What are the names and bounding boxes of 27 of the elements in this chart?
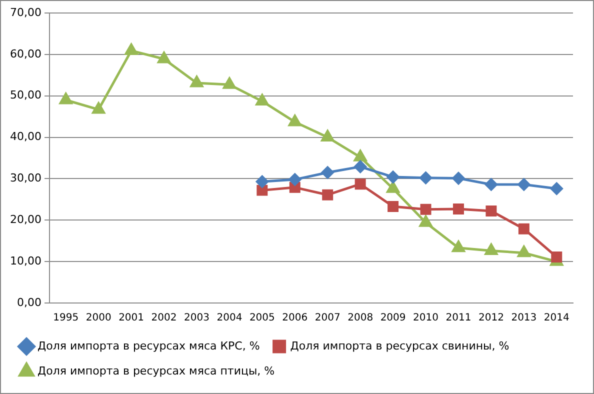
- x-tick-label: 2001: [118, 312, 144, 324]
- x-tick-label: 2009: [380, 312, 406, 324]
- x-tick-label: 2008: [348, 312, 374, 324]
- x-tick-label: 1995: [53, 312, 79, 324]
- x-tick-label: 2013: [511, 312, 537, 324]
- x-tick-label: 2004: [216, 312, 242, 324]
- x-tick-label: 2002: [151, 312, 177, 324]
- legend-label: Доля импорта в ресурсах свинины, %: [290, 339, 510, 352]
- y-tick-label: 10,00: [10, 254, 42, 268]
- x-tick-label: 2003: [184, 312, 210, 324]
- legend-label: Доля импорта в ресурсах мяса КРС, %: [38, 339, 260, 352]
- y-tick-label: 20,00: [10, 213, 42, 226]
- y-tick-label: 40,00: [10, 130, 42, 144]
- x-tick-label: 2010: [413, 312, 438, 324]
- y-tick-label: 60,00: [10, 47, 42, 60]
- x-tick-label: 2005: [249, 312, 275, 324]
- x-tick-label: 2006: [282, 312, 308, 324]
- y-tick-label: 0,00: [16, 296, 42, 309]
- y-tick-label: 50,00: [10, 88, 42, 102]
- x-tick-label: 2012: [478, 312, 504, 324]
- x-tick-label: 2007: [314, 312, 340, 324]
- y-tick-label: 30,00: [10, 172, 42, 185]
- x-tick-label: 2014: [544, 312, 570, 324]
- y-tick-label: 70,00: [10, 6, 42, 19]
- x-tick-label: 2011: [446, 312, 472, 324]
- x-tick-label: 2000: [86, 312, 112, 324]
- legend-label: Доля импорта в ресурсах мяса птицы, %: [38, 364, 275, 378]
